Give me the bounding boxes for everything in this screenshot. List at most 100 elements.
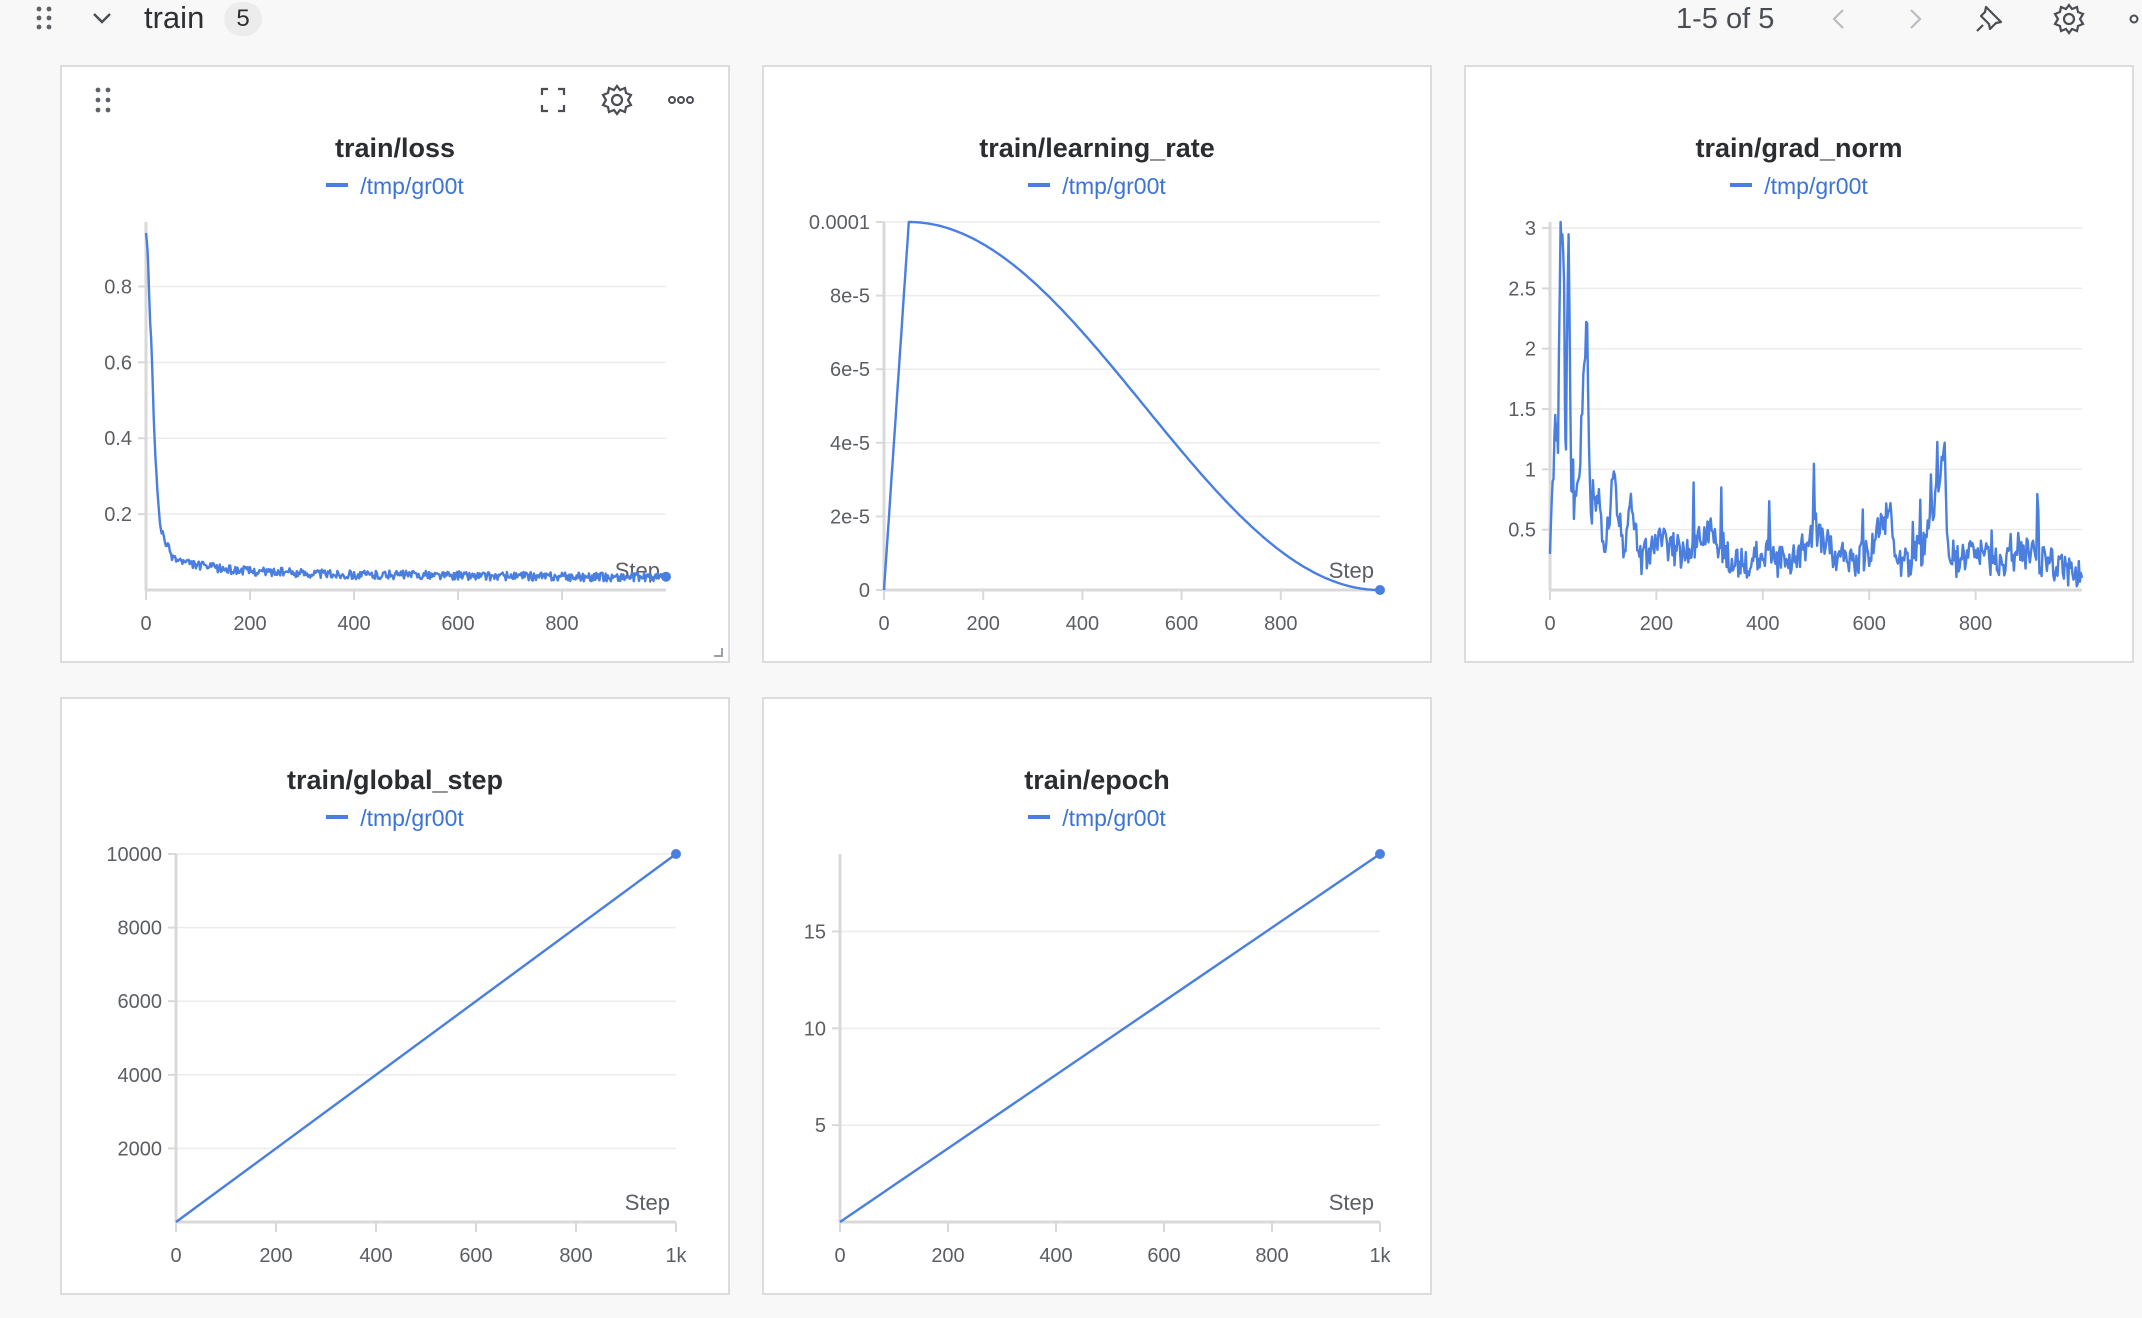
x-tick-label: 0	[170, 1245, 181, 1267]
x-tick-label: 1k	[665, 1245, 687, 1267]
legend-series-name: /tmp/gr00t	[360, 173, 464, 199]
chevron-right-icon[interactable]	[1900, 4, 1930, 34]
y-tick-label: 1.5	[1508, 399, 1536, 421]
ellipsis-icon[interactable]	[2128, 10, 2142, 28]
chart-title: train/epoch	[1024, 765, 1170, 795]
series-line[interactable]	[882, 220, 1380, 592]
chevron-down-icon[interactable]	[88, 4, 116, 32]
chart-panel-train-epoch[interactable]: train/epoch /tmp/gr00t 5 10 15 0 200 400 600 80…	[762, 697, 1432, 1295]
x-tick-label: 600	[1147, 1245, 1180, 1267]
series-end-point[interactable]	[1375, 585, 1385, 595]
x-tick-label: 600	[459, 1245, 492, 1267]
y-tick-label: 8e-5	[830, 286, 870, 308]
series-end-point[interactable]	[671, 849, 681, 859]
x-tick-label: 400	[337, 613, 370, 635]
y-tick-label: 15	[804, 921, 826, 943]
x-tick-label: 400	[1039, 1245, 1072, 1267]
y-tick-label: 10	[804, 1018, 826, 1040]
legend-series-name: /tmp/gr00t	[360, 805, 464, 831]
x-tick-label: 200	[1640, 613, 1673, 635]
y-tick-label: 10000	[106, 844, 162, 866]
x-tick-label: 400	[1746, 613, 1779, 635]
chart-legend[interactable]: /tmp/gr00t	[62, 173, 728, 200]
chart-legend[interactable]: /tmp/gr00t	[62, 805, 728, 832]
x-tick-label: 800	[1255, 1245, 1288, 1267]
resize-handle-icon[interactable]	[712, 645, 724, 657]
series-line[interactable]	[144, 232, 667, 583]
x-tick-label: 0	[140, 613, 151, 635]
y-tick-label: 3	[1525, 218, 1536, 240]
y-tick-label: 5	[815, 1115, 826, 1137]
chart-panel-train-grad-norm[interactable]: train/grad_norm /tmp/gr00t 0.5 1 1.5 2 2.5 3 0…	[1464, 65, 2134, 663]
series-end-point[interactable]	[1375, 849, 1385, 859]
y-tick-label: 2000	[118, 1138, 163, 1160]
y-tick-label: 2	[1525, 339, 1536, 361]
x-tick-label: 600	[1853, 613, 1886, 635]
x-tick-label: 400	[359, 1245, 392, 1267]
x-tick-label: 800	[559, 1245, 592, 1267]
series-line[interactable]	[175, 853, 677, 1223]
legend-swatch	[326, 182, 349, 187]
x-tick-label: 800	[545, 613, 578, 635]
drag-handle-icon[interactable]	[30, 4, 58, 32]
chart-legend[interactable]: /tmp/gr00t	[1466, 173, 2132, 200]
x-tick-label: 600	[441, 613, 474, 635]
x-tick-label: 200	[931, 1245, 964, 1267]
plot-area[interactable]: 2000 4000 6000 8000 10000 0 200 400 600 800 1k Step	[62, 699, 732, 1297]
plot-area[interactable]: 0 2e-5 4e-5 6e-5 8e-5 0.0001 0 200 400 600 800 Step	[764, 67, 1434, 665]
chart-title: train/learning_rate	[979, 133, 1215, 163]
panel-count-badge: 5	[224, 2, 262, 36]
y-tick-label: 0	[859, 580, 870, 602]
legend-swatch	[1730, 182, 1753, 187]
chevron-left-icon[interactable]	[1824, 4, 1854, 34]
legend-series-name: /tmp/gr00t	[1062, 173, 1166, 199]
x-tick-label: 200	[233, 613, 266, 635]
series-end-point[interactable]	[661, 571, 671, 582]
chart-panel-train-learning-rate[interactable]: train/learning_rate /tmp/gr00t 0 2e-5 4e-5…	[762, 65, 1432, 663]
legend-swatch	[326, 814, 349, 819]
y-tick-label: 1	[1525, 459, 1536, 481]
gear-icon[interactable]	[2052, 2, 2086, 36]
legend-swatch	[1028, 182, 1051, 187]
y-tick-label: 0.6	[104, 352, 132, 374]
x-tick-label: 0	[1544, 613, 1555, 635]
y-tick-label: 0.2	[104, 504, 132, 526]
chart-panel-train-loss[interactable]: train/loss /tmp/gr00t 0.2 0.4 0.6 0.8 0 200 40…	[60, 65, 730, 663]
y-tick-label: 6e-5	[830, 359, 870, 381]
y-tick-label: 0.8	[104, 276, 132, 298]
x-tick-label: 200	[259, 1245, 292, 1267]
x-axis-label: Step	[1329, 558, 1374, 583]
y-tick-label: 4e-5	[830, 433, 870, 455]
series-line[interactable]	[1548, 220, 2084, 588]
y-tick-label: 0.5	[1508, 520, 1536, 542]
pin-icon[interactable]	[1972, 2, 2006, 36]
drag-handle-icon[interactable]	[90, 85, 118, 115]
section-title[interactable]: train	[144, 0, 205, 35]
x-tick-label: 800	[1264, 613, 1297, 635]
chart-legend[interactable]: /tmp/gr00t	[764, 173, 1430, 200]
pagination-label: 1-5 of 5	[1676, 3, 1775, 35]
series-line[interactable]	[839, 853, 1381, 1223]
y-tick-label: 2e-5	[830, 506, 870, 528]
y-tick-label: 8000	[118, 918, 163, 940]
chart-title: train/global_step	[286, 765, 504, 795]
y-tick-label: 6000	[118, 991, 163, 1013]
x-axis-label: Step	[1329, 1190, 1374, 1215]
y-tick-label: 4000	[118, 1065, 163, 1087]
x-tick-label: 1k	[1369, 1245, 1391, 1267]
fullscreen-icon[interactable]	[536, 83, 570, 117]
y-tick-label: 2.5	[1508, 278, 1536, 300]
panel-toolbar	[536, 83, 698, 117]
ellipsis-icon[interactable]	[664, 83, 698, 117]
x-tick-label: 600	[1165, 613, 1198, 635]
plot-area[interactable]: 0.5 1 1.5 2 2.5 3 0 200 400 600 800	[1466, 67, 2136, 665]
gear-icon[interactable]	[600, 83, 634, 117]
chart-panel-train-global-step[interactable]: train/global_step /tmp/gr00t 2000 4000 600…	[60, 697, 730, 1295]
plot-area[interactable]: 5 10 15 0 200 400 600 800 1k Step	[764, 699, 1434, 1297]
legend-series-name: /tmp/gr00t	[1764, 173, 1868, 199]
legend-swatch	[1028, 814, 1051, 819]
section-header: train 5 1-5 of 5	[0, 0, 2142, 44]
x-tick-label: 800	[1959, 613, 1992, 635]
chart-legend[interactable]: /tmp/gr00t	[764, 805, 1430, 832]
